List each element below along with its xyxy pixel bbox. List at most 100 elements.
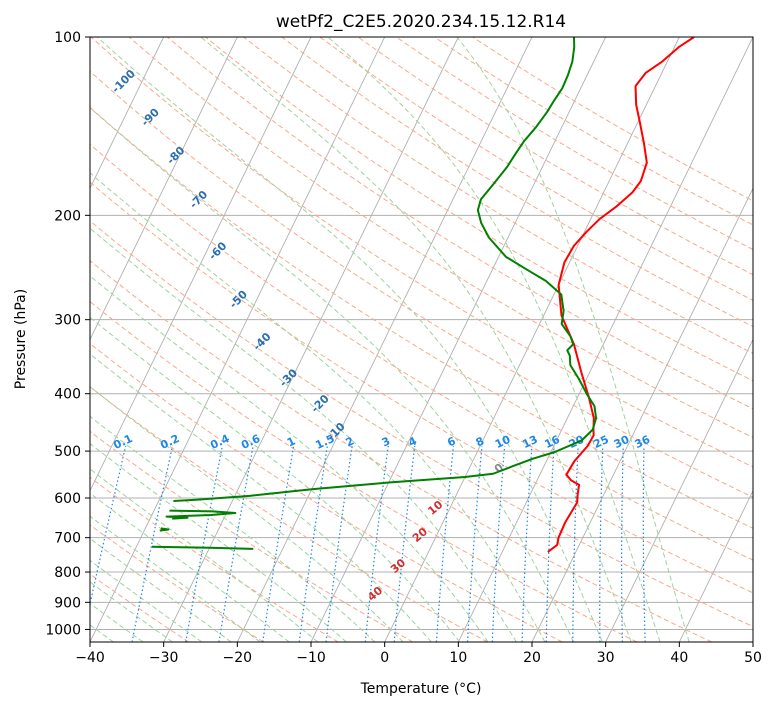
dry-adiabat-line: [90, 181, 753, 594]
isotherm-line: [531, 187, 753, 642]
moist-adiabat-line: [456, 37, 690, 642]
y-tick-label: 200: [54, 208, 81, 224]
dry-adiabat-line: [472, 37, 753, 202]
dry-adiabat-line: [90, 106, 753, 529]
mixing-ratio-label: 25: [591, 433, 610, 451]
dry-adiabat-label: 40: [365, 584, 385, 604]
mixing-ratio-label: 0.1: [111, 432, 134, 452]
mixing-ratio-line: [545, 445, 555, 642]
isotherm-line: [90, 37, 312, 492]
mixing-ratio-line: [599, 445, 604, 642]
x-tick-label: 30: [597, 650, 615, 666]
y-tick-label: 100: [54, 30, 81, 46]
dry-adiabat-line: [357, 37, 753, 276]
y-tick-label: 600: [54, 491, 81, 507]
x-tick-label: −20: [223, 650, 253, 666]
moist-adiabat-line: [90, 415, 376, 642]
isotherm-line: [457, 37, 753, 642]
dry-adiabat-label: 10: [425, 498, 445, 518]
x-tick-label: −40: [75, 650, 105, 666]
mixing-ratio-label: 6: [445, 434, 458, 449]
moist-adiabat-line: [90, 316, 461, 642]
dewpoint-low-2-profile: [159, 527, 170, 532]
series-layer: [151, 37, 695, 553]
dry-adiabat-line: [90, 37, 753, 468]
moist-adiabat-line: [90, 107, 575, 642]
moist-adiabat-label: -90: [139, 106, 162, 129]
mixing-ratio-line: [131, 445, 174, 642]
chart-title: wetPf2_C2E5.2020.234.15.12.R14: [276, 12, 566, 32]
dry-adiabat-line: [90, 342, 563, 642]
moist-adiabat-line: [96, 37, 603, 642]
x-tick-label: −30: [149, 650, 179, 666]
dry-adiabat-line: [395, 37, 753, 251]
y-tick-label: 900: [54, 595, 81, 611]
x-tick-label: 40: [670, 650, 688, 666]
temperature-profile: [547, 37, 695, 553]
mixing-ratio-line: [185, 445, 223, 642]
moist-adiabat-line: [90, 443, 347, 642]
mixing-ratio-label: 13: [520, 433, 539, 451]
mixing-ratio-line: [621, 445, 624, 642]
dry-adiabat-line: [166, 37, 753, 410]
moist-adiabat-label: -40: [250, 330, 273, 353]
dry-adiabat-line: [205, 37, 753, 382]
mixing-ratio-line: [572, 445, 579, 642]
dry-adiabat-line: [90, 260, 712, 642]
dry-adiabat-line: [90, 476, 339, 642]
mixing-ratio-line: [90, 445, 127, 607]
dry-adiabat-line: [90, 573, 190, 642]
x-axis-label: Temperature (°C): [360, 681, 482, 697]
mixing-ratio-label: 36: [633, 433, 653, 451]
y-tick-label: 400: [54, 387, 81, 403]
y-tick-label: 300: [54, 313, 81, 329]
moist-adiabat-line: [90, 515, 261, 642]
x-tick-label: 50: [744, 650, 762, 666]
moist-adiabat-label: -60: [206, 239, 229, 262]
mixing-ratio-label: 3: [380, 434, 392, 449]
mixing-ratio-line: [521, 445, 533, 642]
dry-adiabat-line: [90, 143, 753, 561]
axis-layer: −40 −30 −20 −10 0 10 20 30 40 5010020030040050060…: [45, 30, 762, 666]
moist-adiabat-line: [90, 386, 404, 642]
isotherm-line: [90, 37, 238, 341]
dry-adiabat-line: [243, 37, 753, 354]
mixing-ratio-label: 0.2: [158, 432, 181, 452]
moist-adiabat-line: [90, 353, 432, 642]
x-tick-label: 0: [380, 650, 389, 666]
x-tick-label: 10: [449, 650, 467, 666]
dewpoint-low-profile: [165, 509, 237, 520]
moist-adiabat-line: [327, 37, 661, 642]
x-tick-label: 20: [523, 650, 541, 666]
mixing-ratio-label: 4: [406, 434, 419, 449]
mixing-ratio-line: [364, 445, 389, 642]
dry-adiabat-line: [90, 524, 264, 642]
mixing-ratio-line: [218, 445, 254, 642]
y-tick-label: 800: [54, 565, 81, 581]
moist-adiabat-line: [90, 172, 546, 642]
y-tick-label: 500: [54, 444, 81, 460]
moist-adiabat-line: [90, 537, 232, 642]
dry-adiabat-line: [128, 37, 753, 439]
dry-adiabat-line: [90, 70, 753, 498]
dry-adiabat-label: 30: [388, 556, 408, 576]
plot-frame: [89, 36, 754, 643]
isotherm-line: [90, 37, 386, 642]
mixing-ratio-label: 1: [285, 434, 297, 449]
mixing-ratio-line: [298, 445, 328, 642]
mixing-ratio-line: [393, 445, 416, 642]
x-tick-label: −10: [296, 650, 326, 666]
isotherm-line: [90, 37, 165, 190]
y-axis-label: Pressure (hPa): [13, 289, 29, 389]
mixing-ratio-label: 0.4: [208, 432, 231, 452]
mixing-ratio-line: [262, 445, 295, 642]
moist-adiabat-line: [200, 37, 632, 642]
mixing-ratio-line: [435, 445, 455, 642]
dry-adiabat-line: [90, 220, 753, 628]
isotherm-line: [384, 37, 680, 642]
mixing-ratio-label: 0.6: [239, 432, 262, 452]
isotherm-line: [678, 489, 753, 642]
isotherm-line: [236, 37, 533, 642]
dry-adiabat-line: [90, 430, 414, 642]
